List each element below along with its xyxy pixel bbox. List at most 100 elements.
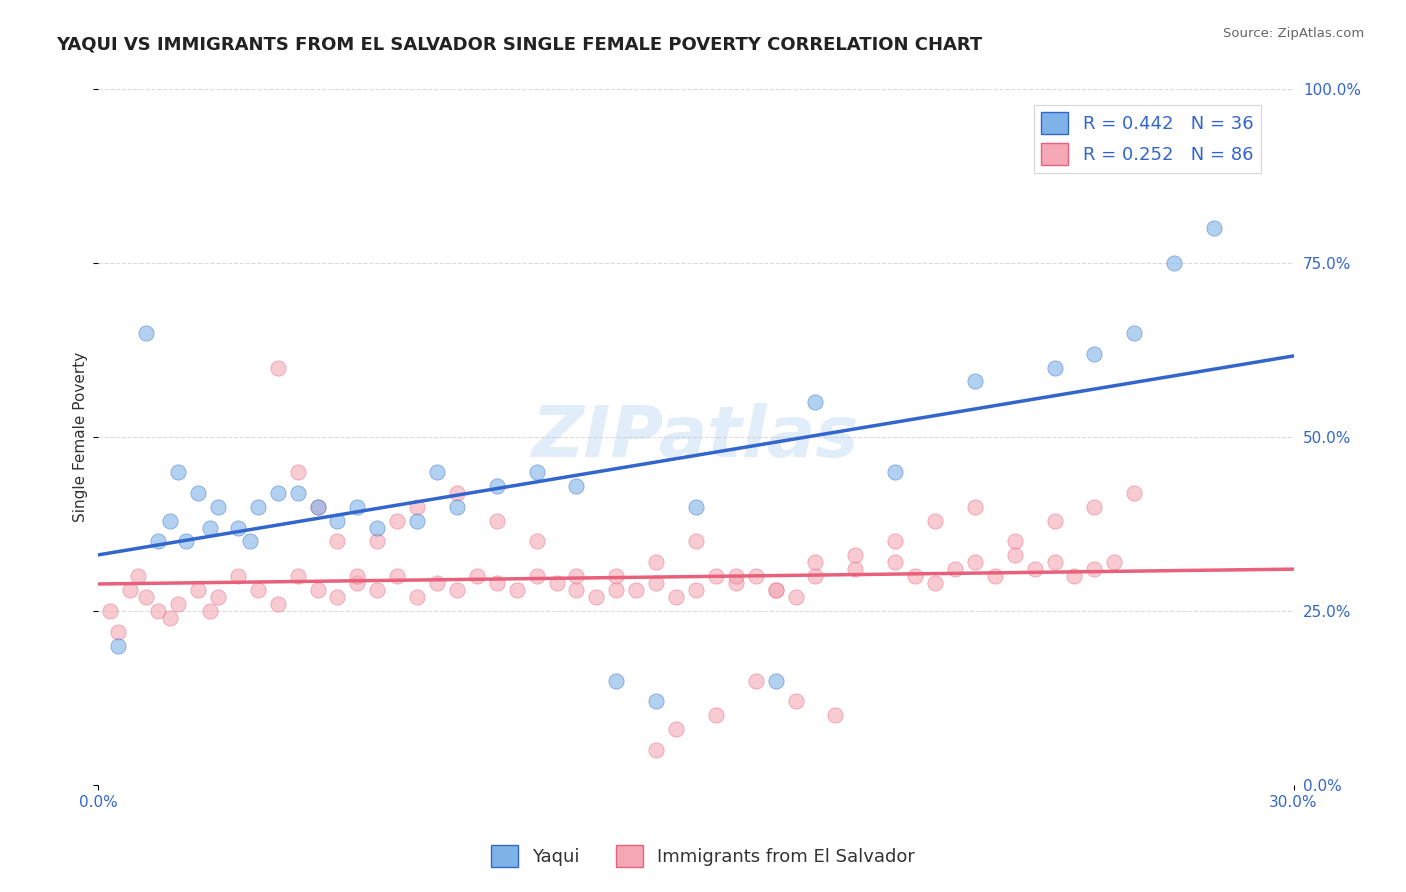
Point xyxy=(446,485,468,500)
Point xyxy=(1202,221,1225,235)
Y-axis label: Single Female Poverty: Single Female Poverty xyxy=(73,352,89,522)
Text: Source: ZipAtlas.com: Source: ZipAtlas.com xyxy=(1223,27,1364,40)
Point xyxy=(804,569,827,583)
Point xyxy=(287,485,309,500)
Point xyxy=(1083,346,1105,360)
Point xyxy=(724,576,747,591)
Point xyxy=(307,500,329,514)
Point xyxy=(406,500,429,514)
Point xyxy=(1004,549,1026,563)
Text: YAQUI VS IMMIGRANTS FROM EL SALVADOR SINGLE FEMALE POVERTY CORRELATION CHART: YAQUI VS IMMIGRANTS FROM EL SALVADOR SIN… xyxy=(56,36,983,54)
Point xyxy=(685,534,707,549)
Point xyxy=(465,569,488,583)
Point xyxy=(685,583,707,598)
Point xyxy=(765,673,787,688)
Point xyxy=(824,708,846,723)
Point xyxy=(207,590,229,604)
Point xyxy=(963,375,986,389)
Legend: R = 0.442   N = 36, R = 0.252   N = 86: R = 0.442 N = 36, R = 0.252 N = 86 xyxy=(1033,105,1261,173)
Point xyxy=(1123,326,1146,340)
Point xyxy=(546,576,568,591)
Point xyxy=(565,479,588,493)
Point xyxy=(1004,534,1026,549)
Point xyxy=(924,576,946,591)
Point xyxy=(485,514,508,528)
Point xyxy=(1043,360,1066,375)
Point xyxy=(426,576,449,591)
Point xyxy=(366,520,388,534)
Point xyxy=(605,673,627,688)
Point xyxy=(287,465,309,479)
Point xyxy=(704,708,727,723)
Point xyxy=(526,465,548,479)
Point xyxy=(446,500,468,514)
Point xyxy=(346,500,368,514)
Point xyxy=(844,562,866,576)
Point xyxy=(526,569,548,583)
Point xyxy=(226,520,249,534)
Point xyxy=(159,611,181,625)
Point xyxy=(785,590,807,604)
Point xyxy=(884,465,907,479)
Point xyxy=(198,604,221,618)
Point xyxy=(626,583,648,598)
Point xyxy=(804,395,827,409)
Point xyxy=(485,479,508,493)
Point xyxy=(385,514,409,528)
Point xyxy=(1063,569,1085,583)
Point xyxy=(665,723,688,737)
Point xyxy=(159,514,181,528)
Point xyxy=(884,555,907,569)
Point xyxy=(326,514,349,528)
Point xyxy=(645,555,668,569)
Point xyxy=(984,569,1007,583)
Point xyxy=(585,590,607,604)
Point xyxy=(307,583,329,598)
Point xyxy=(426,465,449,479)
Point xyxy=(267,485,290,500)
Point xyxy=(187,583,209,598)
Point xyxy=(287,569,309,583)
Point xyxy=(924,514,946,528)
Point xyxy=(385,569,409,583)
Point xyxy=(326,534,349,549)
Point xyxy=(1104,555,1126,569)
Point xyxy=(107,639,129,653)
Point xyxy=(366,534,388,549)
Point xyxy=(226,569,249,583)
Point xyxy=(148,604,170,618)
Point xyxy=(346,576,368,591)
Point xyxy=(326,590,349,604)
Point xyxy=(239,534,262,549)
Point xyxy=(565,569,588,583)
Point xyxy=(174,534,197,549)
Point xyxy=(485,576,508,591)
Point xyxy=(506,583,529,598)
Text: ZIPatlas: ZIPatlas xyxy=(533,402,859,472)
Point xyxy=(1163,256,1185,270)
Point xyxy=(645,743,668,757)
Point xyxy=(135,326,157,340)
Point xyxy=(267,597,290,611)
Point xyxy=(943,562,966,576)
Point xyxy=(187,485,209,500)
Point xyxy=(207,500,229,514)
Point xyxy=(366,583,388,598)
Point xyxy=(307,500,329,514)
Point xyxy=(120,583,142,598)
Point xyxy=(765,583,787,598)
Point xyxy=(724,569,747,583)
Point xyxy=(844,549,866,563)
Point xyxy=(685,500,707,514)
Legend: Yaqui, Immigrants from El Salvador: Yaqui, Immigrants from El Salvador xyxy=(484,838,922,874)
Point xyxy=(963,500,986,514)
Point xyxy=(804,555,827,569)
Point xyxy=(785,694,807,708)
Point xyxy=(526,534,548,549)
Point xyxy=(745,673,768,688)
Point xyxy=(1083,562,1105,576)
Point xyxy=(127,569,149,583)
Point xyxy=(346,569,368,583)
Point xyxy=(565,583,588,598)
Point xyxy=(765,583,787,598)
